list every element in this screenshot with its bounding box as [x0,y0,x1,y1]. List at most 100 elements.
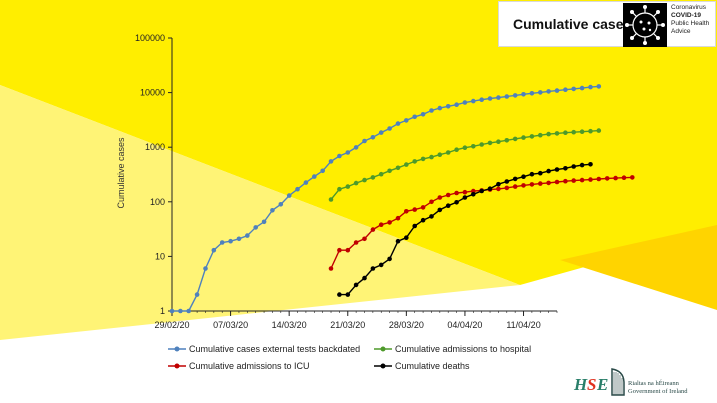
y-axis: 1 10 100 1000 10000 100000 [135,33,173,316]
data-point [445,150,451,155]
data-point [604,176,610,181]
data-point [571,129,576,135]
data-point [429,199,434,205]
data-point [345,150,351,155]
data-point [571,86,576,92]
harp-icon [611,368,625,396]
svg-text:H: H [573,375,588,394]
badge-line-2: COVID-19 [671,12,701,19]
series-line [330,129,599,200]
data-point [320,168,326,174]
data-point [370,175,376,180]
data-point [337,153,342,159]
data-point [521,174,526,179]
data-point [412,223,418,229]
x-tick-label: 07/03/20 [213,320,248,330]
data-point [596,176,602,182]
y-tick-label: 1000 [145,142,165,152]
data-point [395,238,401,244]
data-point [312,174,317,179]
data-point [546,89,551,94]
data-point [462,145,468,150]
hse-logo: H S E [573,375,608,394]
x-tick-label: 04/04/20 [447,320,482,330]
series-0 [169,84,602,314]
data-point [420,112,426,117]
data-point [496,139,501,144]
data-point [454,102,459,107]
data-point [345,292,351,297]
data-point [395,215,401,221]
background-yellow-light [0,85,520,340]
data-point [487,96,493,101]
data-point [471,192,476,197]
data-point [454,147,459,152]
data-point [512,136,518,142]
legend-label-cases: Cumulative cases external tests backdate… [189,344,361,354]
series-1 [328,128,602,202]
data-point [588,128,593,134]
footer-logos: H S E Rialtas na hÉireann Government of … [564,364,714,400]
data-point [512,93,518,98]
data-point [596,84,602,89]
data-point [496,186,501,192]
data-point [479,142,485,147]
x-tick-label: 11/04/20 [506,320,540,330]
data-point [546,168,551,174]
data-point [504,94,510,99]
data-point [554,167,560,172]
legend-item-deaths: Cumulative deaths [374,361,470,371]
data-point [370,135,376,140]
data-point [529,91,535,96]
data-point [420,205,426,210]
data-point [521,183,526,188]
data-point [437,207,443,213]
y-tick-label: 100000 [135,33,165,43]
x-tick-label: 28/03/20 [389,320,424,330]
data-point [261,219,267,225]
data-point [496,95,501,100]
series-layer [169,84,635,314]
data-point [245,233,250,238]
data-point [337,186,342,192]
data-point [462,195,468,200]
data-point [362,275,367,281]
x-tick-label: 29/02/20 [154,320,189,330]
data-point [286,193,292,198]
legend-item-icu: Cumulative admissions to ICU [168,361,310,371]
data-point [554,179,560,185]
series-2 [328,175,635,271]
legend-label-icu: Cumulative admissions to ICU [189,361,310,371]
background-yellow-bright [0,0,717,285]
data-point [328,266,334,271]
data-point [228,238,233,244]
data-point [504,185,510,191]
data-point [378,171,384,177]
data-point [387,168,392,174]
data-point [621,175,627,180]
header-box: Cumulative cases Coronavirus COVID-19 Pu… [498,1,716,47]
x-tick-label: 21/03/20 [330,320,365,330]
legend-item-cases: Cumulative cases external tests backdate… [168,344,360,354]
data-point [563,166,568,171]
data-point [328,197,334,202]
data-point [362,177,367,183]
data-point [529,171,535,177]
data-point [538,181,543,186]
data-point [253,225,258,230]
data-point [538,170,543,176]
data-point [378,262,384,268]
badge-line-3: Public Health [671,20,710,27]
legend-label-deaths: Cumulative deaths [395,361,470,371]
x-tick-label: 14/03/20 [272,320,307,330]
data-point [579,177,585,183]
data-point [538,90,543,95]
data-point [378,130,384,135]
data-point [445,192,451,198]
data-point [345,247,351,253]
data-point [412,207,418,212]
data-point [345,184,351,189]
data-point [194,292,200,297]
data-point [579,85,585,91]
series-3 [337,162,593,297]
